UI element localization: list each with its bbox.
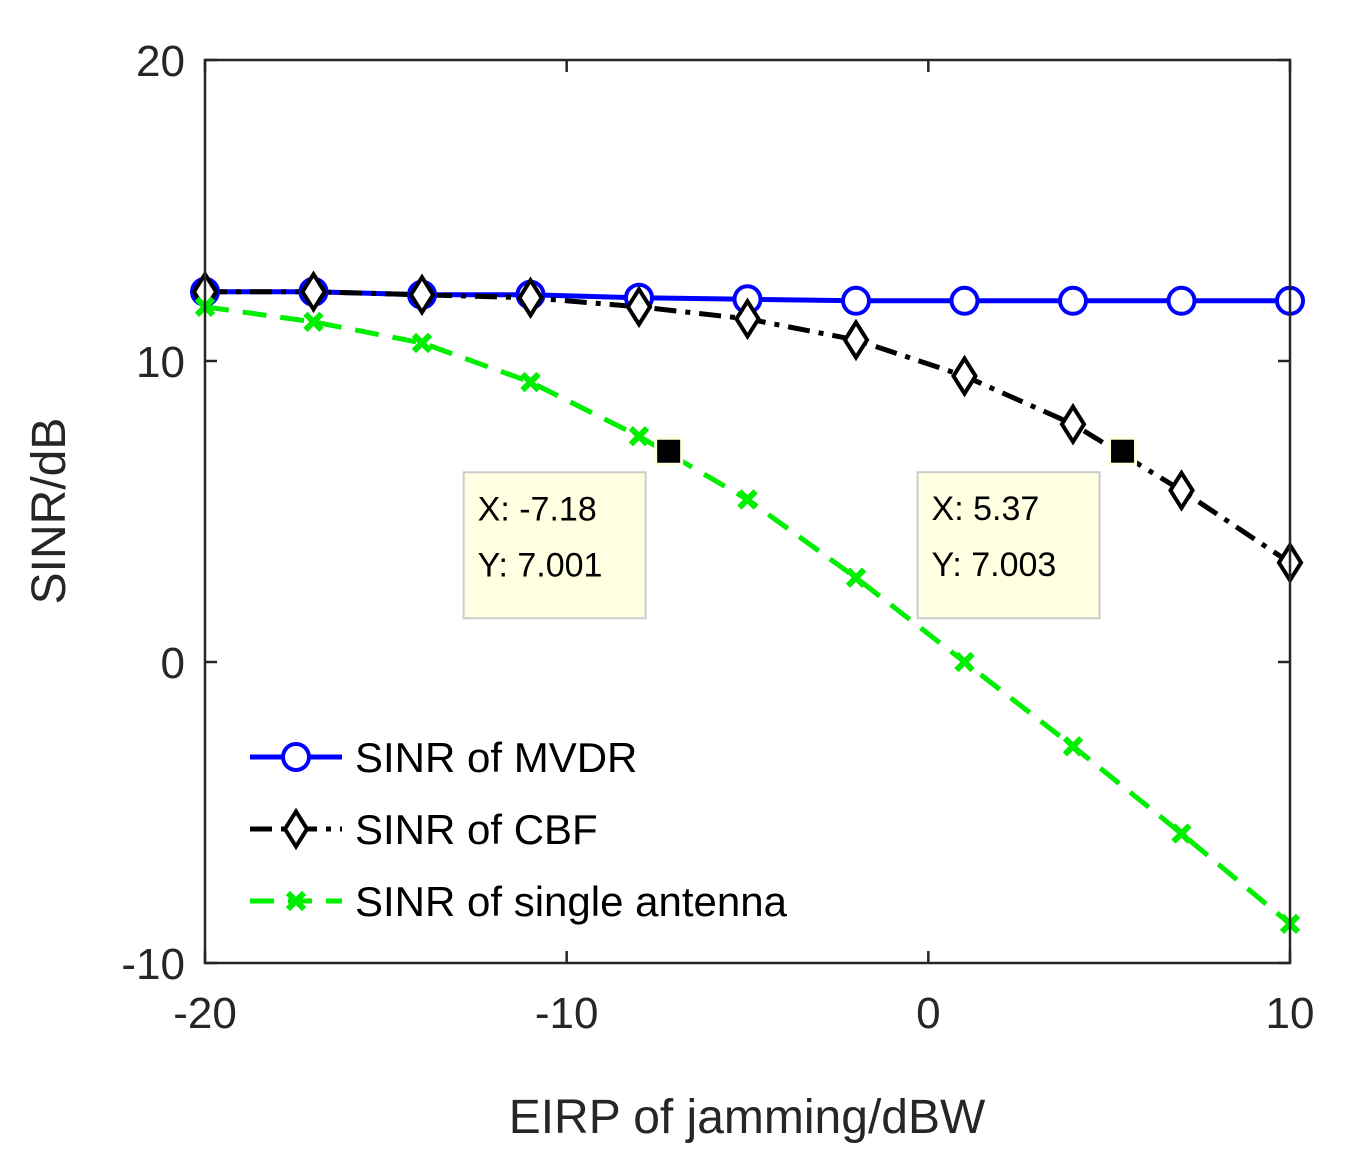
- x-axis-title: EIRP of jamming/dBW: [509, 1091, 986, 1144]
- series-2-point: [1059, 402, 1087, 446]
- legend-label-3: SINR of single antenna: [355, 878, 788, 925]
- legend-label-1: SINR of MVDR: [355, 734, 637, 781]
- series-2-point: [300, 270, 327, 314]
- y-tick-label: 0: [161, 639, 185, 688]
- datatip-x-label: X: -7.18: [478, 490, 597, 528]
- datatip-box[interactable]: [462, 471, 647, 620]
- datatip-y-label: Y: 7.003: [932, 546, 1057, 584]
- x-tick-label: -20: [173, 989, 237, 1038]
- series-3-point: [1062, 736, 1084, 757]
- series-3-point: [1171, 823, 1192, 844]
- series-2-point: [1168, 469, 1195, 512]
- x-tick-label: 10: [1266, 989, 1315, 1038]
- x-tick-label: 0: [916, 989, 940, 1038]
- plot-area: [205, 60, 1290, 963]
- legend-marker-1: [281, 742, 311, 772]
- y-tick-label: -10: [121, 940, 185, 989]
- series-1-point: [1058, 285, 1088, 316]
- datatip-y-label: Y: 7.001: [478, 546, 603, 584]
- series-2-point: [408, 273, 436, 317]
- series-3-point: [628, 426, 650, 447]
- series-1-point: [841, 285, 871, 316]
- x-tick-label: -10: [535, 989, 599, 1038]
- series-3-point: [411, 332, 433, 354]
- y-tick-label: 20: [136, 37, 185, 86]
- datatip-x-label: X: 5.37: [932, 490, 1040, 528]
- series-1-point: [949, 285, 980, 316]
- legend-label-2: SINR of CBF: [355, 806, 598, 853]
- legend-marker-3: [285, 890, 307, 912]
- series-2-point: [517, 276, 544, 320]
- series-2-point: [734, 297, 761, 341]
- series-3-point: [737, 489, 758, 510]
- series-2-point: [951, 354, 978, 398]
- plot-frame: [203, 58, 1292, 965]
- series-1-point: [1166, 285, 1197, 316]
- datatip-marker[interactable]: [1108, 436, 1138, 466]
- series-2-point: [842, 318, 870, 362]
- y-tick-label: 10: [136, 338, 185, 387]
- series-3-point: [303, 311, 324, 333]
- series-3-point: [954, 651, 975, 673]
- legend-marker-2: [282, 807, 310, 851]
- datatip-box[interactable]: [916, 471, 1101, 620]
- series-3-point: [520, 371, 541, 393]
- series-3-point: [845, 567, 867, 588]
- legend: SINR of MVDR SINR of CBF SINR of single an…: [250, 734, 788, 925]
- datatip-marker[interactable]: [654, 436, 684, 466]
- y-axis-title: SINR/dB: [23, 418, 76, 605]
- series-2-point: [625, 285, 653, 329]
